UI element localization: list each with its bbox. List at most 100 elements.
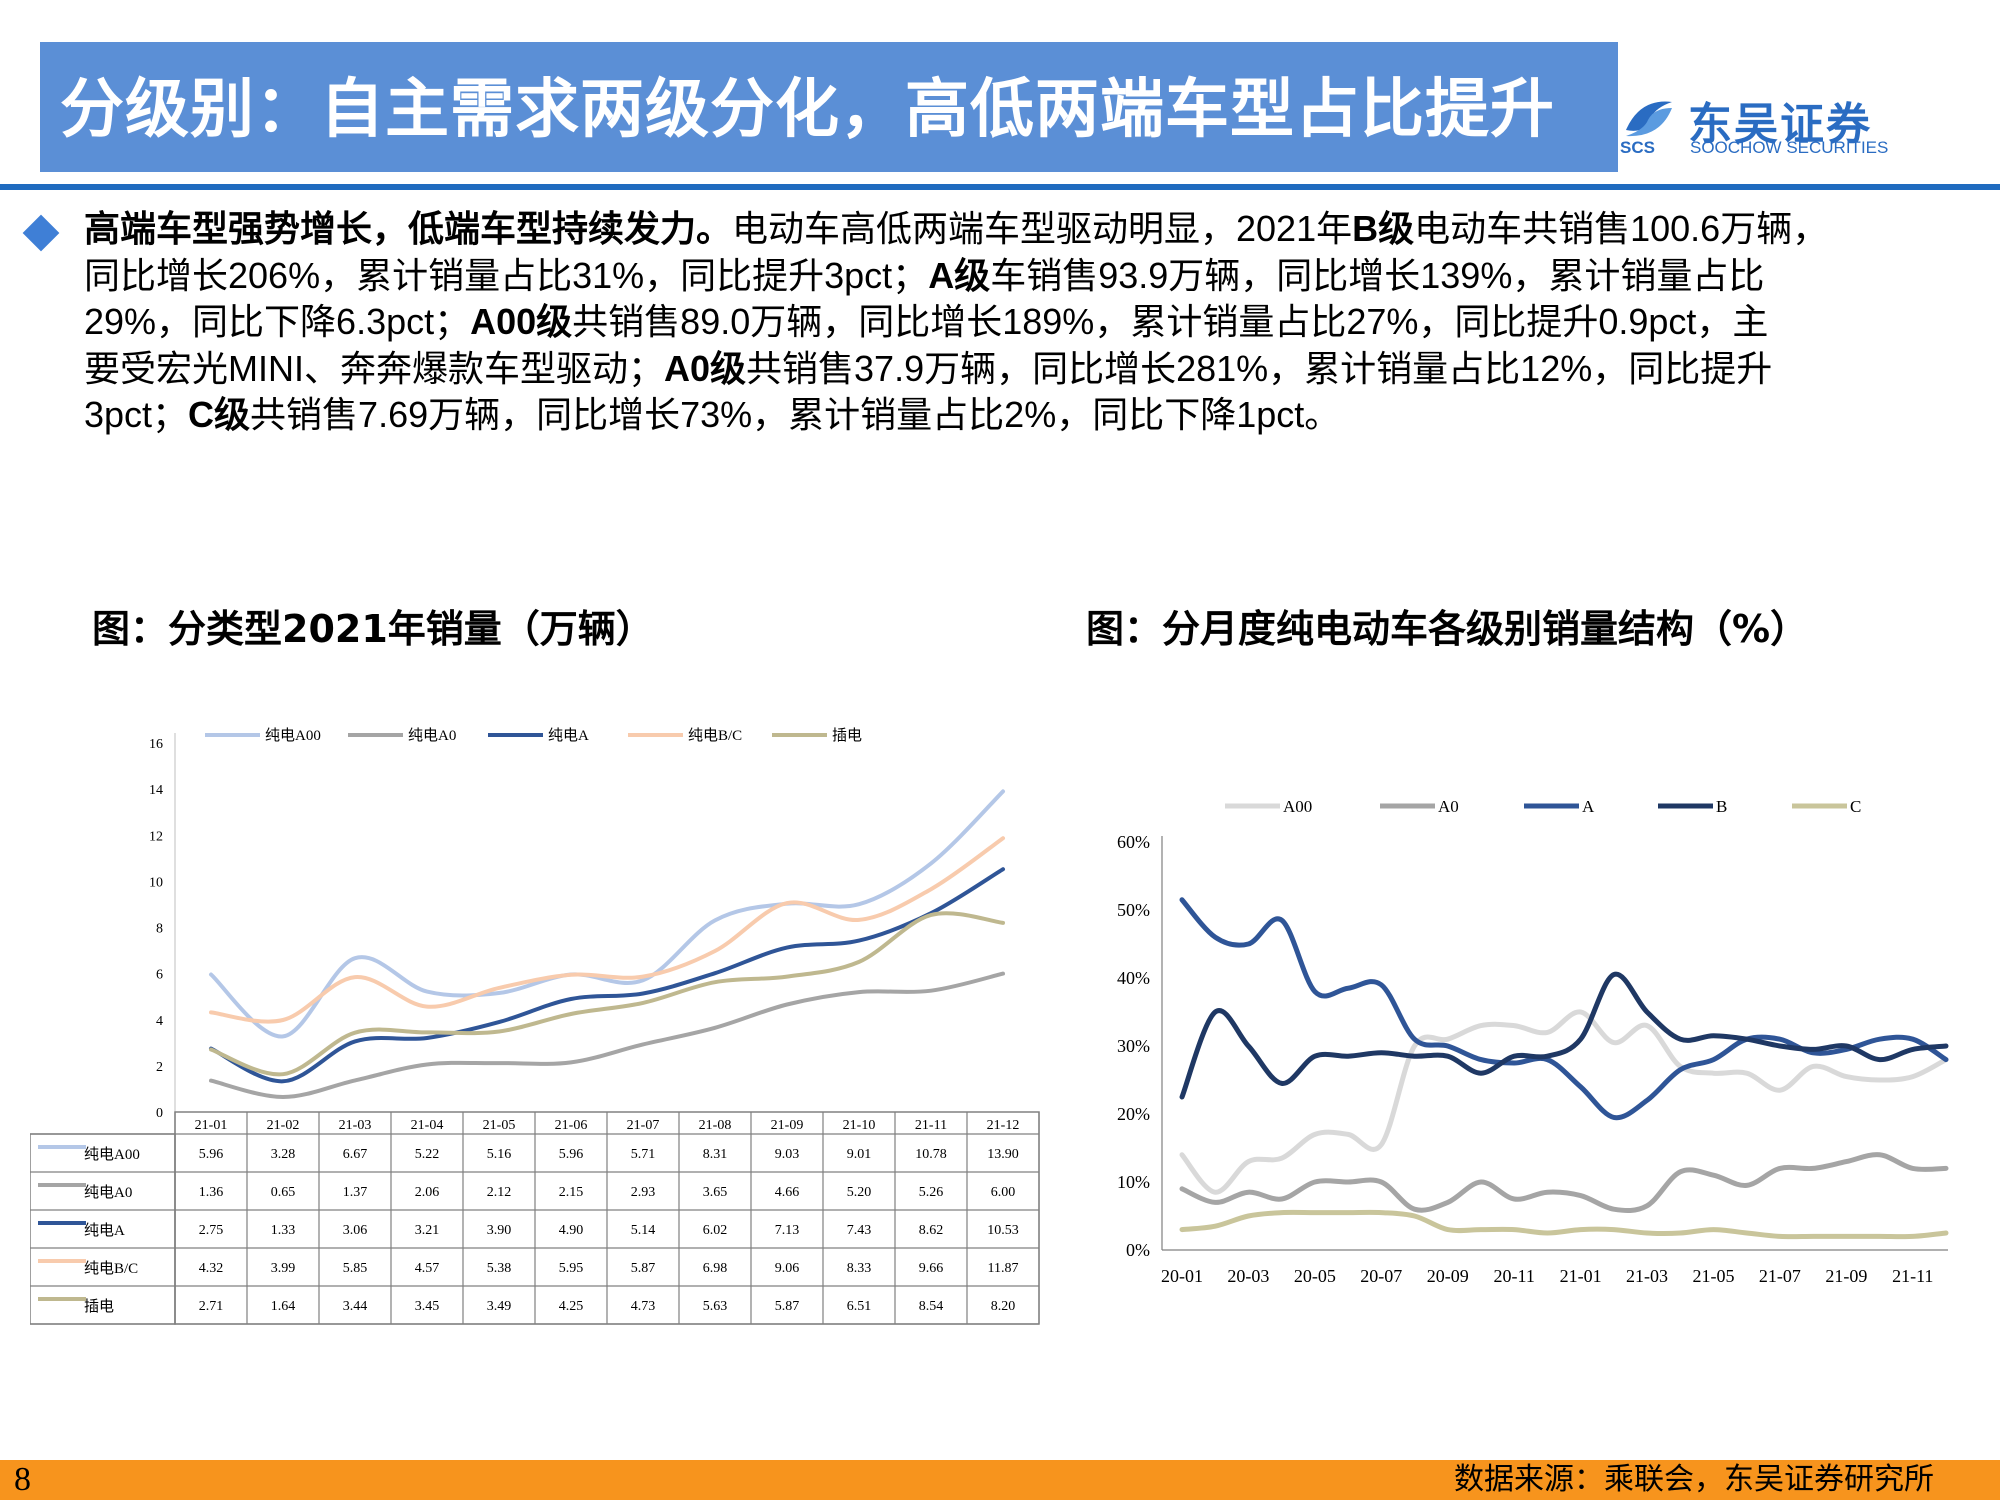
- table-cell: 13.90: [987, 1147, 1019, 1162]
- table-cell: 5.87: [775, 1299, 800, 1314]
- x-tick-label: 21-10: [843, 1118, 876, 1133]
- left-chart-title: 图：分类型2021年销量（万辆）: [92, 607, 654, 651]
- y-tick-label: 0: [156, 1106, 163, 1121]
- table-cell: 2.75: [199, 1223, 224, 1238]
- table-cell: 8.33: [847, 1261, 872, 1276]
- table-row-label: 纯电A00: [84, 1146, 140, 1163]
- table-cell: 8.54: [919, 1299, 944, 1314]
- y-tick-label: 2: [156, 1060, 163, 1075]
- table-cell: 6.98: [703, 1261, 728, 1276]
- x-tick-label: 21-05: [1692, 1266, 1734, 1286]
- table-cell: 4.90: [559, 1223, 584, 1238]
- x-tick-label: 21-09: [1825, 1266, 1867, 1286]
- legend-label: C: [1850, 797, 1861, 816]
- footer-bar: [0, 1460, 2000, 1500]
- table-cell: 5.96: [199, 1147, 224, 1162]
- bold-run: A00级: [470, 301, 573, 342]
- table-cell: 4.57: [415, 1261, 440, 1276]
- series-line: [209, 789, 1005, 1039]
- bold-run: C级: [188, 394, 251, 435]
- table-cell: 7.43: [847, 1223, 872, 1238]
- y-tick-label: 60%: [1117, 832, 1150, 852]
- text-run: 要受宏光MINI、奔奔爆款车型驱动；: [84, 347, 664, 389]
- summary-paragraph: 高端车型强势增长，低端车型持续发力。电动车高低两端车型驱动明显，2021年B级电…: [84, 206, 1984, 439]
- table-cell: 5.20: [847, 1185, 872, 1200]
- y-tick-label: 30%: [1117, 1036, 1150, 1056]
- x-tick-label: 21-01: [1560, 1266, 1602, 1286]
- title-band: [40, 42, 1618, 172]
- logo-name-cn: 东吴证券: [1688, 99, 1872, 150]
- table-row-label: 插电: [84, 1298, 114, 1315]
- paragraph-line: 29%，同比下降6.3pct；A00级共销售89.0万辆，同比增长189%，累计…: [84, 299, 1984, 346]
- table-row-label: 纯电A: [84, 1222, 125, 1239]
- page-number: 8: [14, 1461, 31, 1498]
- table-cell: 2.93: [631, 1185, 656, 1200]
- table-cell: 3.06: [343, 1223, 368, 1238]
- table-cell: 3.28: [271, 1147, 296, 1162]
- series-line: [209, 971, 1005, 1100]
- x-tick-label: 21-03: [1626, 1266, 1668, 1286]
- series-line: [209, 836, 1005, 1024]
- x-tick-label: 21-03: [339, 1118, 372, 1133]
- table-cell: 9.03: [775, 1147, 800, 1162]
- x-tick-label: 20-01: [1161, 1266, 1203, 1286]
- x-tick-label: 21-06: [555, 1118, 588, 1133]
- legend-label: 纯电A00: [265, 727, 321, 744]
- x-tick-label: 20-09: [1427, 1266, 1469, 1286]
- table-cell: 7.13: [775, 1223, 800, 1238]
- series-line: [1179, 1009, 1949, 1195]
- legend-label: A00: [1283, 797, 1312, 816]
- series-line: [1179, 1152, 1949, 1214]
- text-run: 3pct；: [84, 394, 189, 435]
- table-cell: 5.38: [487, 1261, 512, 1276]
- x-tick-label: 21-11: [1892, 1266, 1933, 1286]
- table-cell: 10.53: [987, 1223, 1019, 1238]
- text-run: 车销售93.9万辆，同比增长139%，累计销量占比: [990, 254, 1765, 296]
- x-tick-label: 21-07: [1759, 1266, 1801, 1286]
- table-cell: 3.90: [487, 1223, 512, 1238]
- table-cell: 5.87: [631, 1261, 656, 1276]
- x-tick-label: 21-04: [411, 1118, 444, 1133]
- bold-run: A级: [928, 254, 991, 296]
- page-title: 分级别：自主需求两级分化，高低两端车型占比提升: [60, 73, 1555, 147]
- y-tick-label: 4: [156, 1014, 163, 1029]
- table-cell: 6.51: [847, 1299, 872, 1314]
- bold-run: A0级: [664, 347, 747, 389]
- x-tick-label: 21-07: [627, 1118, 660, 1133]
- table-cell: 5.71: [631, 1147, 656, 1162]
- table-cell: 2.12: [487, 1185, 512, 1200]
- x-tick-label: 21-01: [195, 1118, 228, 1133]
- logo-name-en: SOOCHOW SECURITIES: [1690, 138, 1889, 157]
- text-run: 29%，同比下降6.3pct；: [84, 301, 471, 342]
- table-cell: 3.44: [343, 1299, 368, 1314]
- y-tick-label: 10: [149, 875, 163, 890]
- table-cell: 9.66: [919, 1261, 944, 1276]
- table-cell: 1.33: [271, 1223, 296, 1238]
- table-cell: 5.26: [919, 1185, 944, 1200]
- text-run: 同比增长206%，累计销量占比31%，同比提升3pct；: [84, 254, 929, 296]
- x-tick-label: 21-11: [915, 1118, 947, 1133]
- x-tick-label: 21-02: [267, 1118, 300, 1133]
- table-cell: 5.22: [415, 1147, 440, 1162]
- x-tick-label: 20-11: [1494, 1266, 1535, 1286]
- table-row-label: 纯电B/C: [84, 1260, 138, 1277]
- series-line: [209, 911, 1005, 1077]
- table-cell: 8.62: [919, 1223, 944, 1238]
- legend-label: B: [1716, 797, 1727, 816]
- table-cell: 5.96: [559, 1147, 584, 1162]
- legend-label: 纯电B/C: [688, 727, 742, 744]
- table-cell: 2.06: [415, 1185, 440, 1200]
- y-tick-label: 10%: [1117, 1172, 1150, 1192]
- table-cell: 8.31: [703, 1147, 728, 1162]
- table-cell: 6.67: [343, 1147, 368, 1162]
- table-cell: 0.65: [271, 1185, 296, 1200]
- table-cell: 10.78: [915, 1147, 947, 1162]
- title-rule: [0, 184, 2000, 190]
- y-tick-label: 0%: [1126, 1240, 1150, 1260]
- table-cell: 3.45: [415, 1299, 440, 1314]
- table-cell: 4.73: [631, 1299, 656, 1314]
- x-tick-label: 20-05: [1294, 1266, 1336, 1286]
- legend-label: A0: [1438, 797, 1459, 816]
- data-source: 数据来源：乘联会，东吴证券研究所: [1454, 1462, 1934, 1497]
- table-cell: 8.20: [991, 1299, 1016, 1314]
